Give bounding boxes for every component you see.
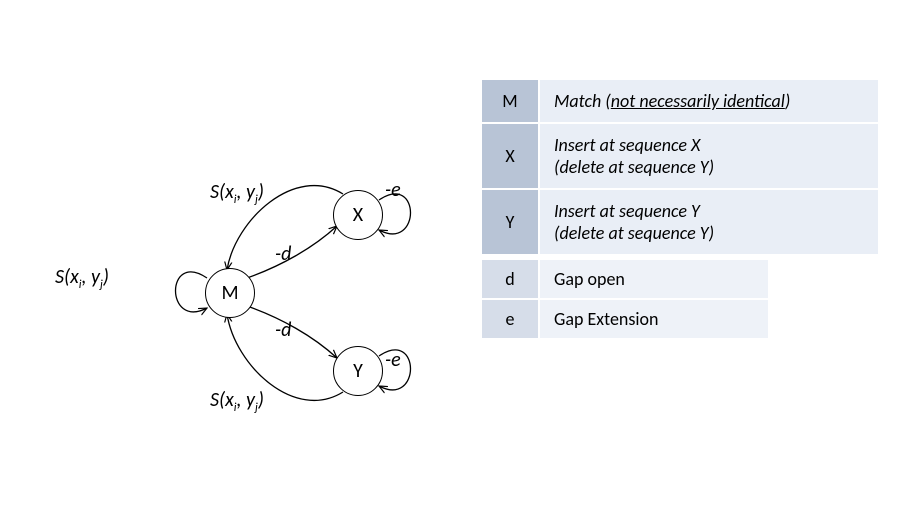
node-X: X	[333, 190, 383, 240]
state-desc: Insert at sequence Y(delete at sequence …	[539, 189, 879, 255]
state-desc: Insert at sequence X(delete at sequence …	[539, 123, 879, 189]
table-row: e Gap Extension	[481, 299, 769, 339]
label-M-X: -d	[275, 242, 291, 266]
page: M X Y S(xi, yj) S(xi, yj) S(xi, yj) -d -…	[0, 0, 924, 520]
states-table: M Match (not necessarily identical) X In…	[480, 78, 880, 256]
edge-M-X	[247, 226, 337, 278]
state-symbol: X	[481, 123, 539, 189]
label-Y-self: -e	[385, 348, 401, 372]
table-row: X Insert at sequence X(delete at sequenc…	[481, 123, 879, 189]
table-row: M Match (not necessarily identical)	[481, 79, 879, 123]
label-M-self: S(xi, yj)	[55, 265, 109, 292]
node-Y: Y	[333, 346, 383, 396]
table-row: Y Insert at sequence Y(delete at sequenc…	[481, 189, 879, 255]
edge-M-Y	[247, 306, 337, 358]
label-M-Y: -d	[275, 318, 291, 342]
gap-symbol: e	[481, 299, 539, 339]
edge-M-self	[176, 272, 208, 312]
label-Y-M: S(xi, yj)	[210, 388, 264, 415]
state-desc: Match (not necessarily identical)	[539, 79, 879, 123]
state-symbol: Y	[481, 189, 539, 255]
table-row: d Gap open	[481, 259, 769, 299]
node-M: M	[205, 268, 255, 318]
state-diagram: M X Y S(xi, yj) S(xi, yj) S(xi, yj) -d -…	[55, 170, 435, 480]
gap-desc: Gap Extension	[539, 299, 769, 339]
gap-desc: Gap open	[539, 259, 769, 299]
gap-symbol: d	[481, 259, 539, 299]
state-symbol: M	[481, 79, 539, 123]
label-X-self: -e	[385, 178, 401, 202]
gap-table: d Gap open e Gap Extension	[480, 258, 770, 340]
label-X-M: S(xi, yj)	[210, 180, 264, 207]
